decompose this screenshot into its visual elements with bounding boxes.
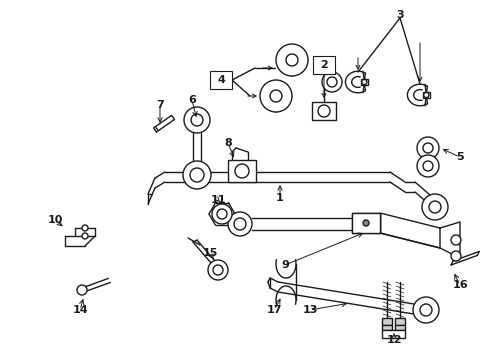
Circle shape — [260, 80, 291, 112]
Circle shape — [275, 44, 307, 76]
Circle shape — [235, 164, 248, 178]
Circle shape — [183, 107, 209, 133]
Circle shape — [191, 114, 203, 126]
Bar — [381, 318, 391, 325]
Circle shape — [317, 105, 329, 117]
Circle shape — [285, 54, 297, 66]
Circle shape — [321, 72, 341, 92]
Text: 14: 14 — [72, 305, 88, 315]
Circle shape — [362, 220, 368, 226]
Text: 5: 5 — [455, 152, 463, 162]
Bar — [209, 71, 231, 89]
Text: 8: 8 — [224, 138, 231, 148]
Circle shape — [77, 285, 87, 295]
Text: 12: 12 — [386, 335, 401, 345]
Circle shape — [82, 233, 88, 239]
Bar — [381, 330, 404, 338]
Text: 6: 6 — [188, 95, 196, 105]
Circle shape — [326, 77, 336, 87]
Text: 15: 15 — [202, 248, 217, 258]
Circle shape — [412, 297, 438, 323]
Bar — [311, 102, 335, 120]
Circle shape — [207, 260, 227, 280]
Circle shape — [82, 225, 88, 231]
Text: 1: 1 — [276, 193, 284, 203]
Bar — [351, 213, 379, 233]
Bar — [394, 325, 404, 330]
Text: 10: 10 — [47, 215, 62, 225]
Bar — [381, 325, 391, 330]
Circle shape — [190, 168, 203, 182]
Circle shape — [227, 212, 251, 236]
Bar — [351, 213, 379, 233]
Circle shape — [423, 93, 428, 98]
Circle shape — [183, 161, 210, 189]
Text: 16: 16 — [451, 280, 467, 290]
Text: 17: 17 — [265, 305, 281, 315]
Text: 9: 9 — [281, 260, 288, 270]
Circle shape — [416, 137, 438, 159]
Text: 7: 7 — [156, 100, 163, 110]
Text: 4: 4 — [217, 75, 224, 85]
Circle shape — [450, 235, 460, 245]
Circle shape — [422, 161, 432, 171]
Bar — [227, 160, 256, 182]
Text: 13: 13 — [302, 305, 317, 315]
Circle shape — [217, 209, 226, 219]
Circle shape — [421, 194, 447, 220]
Text: 11: 11 — [210, 195, 225, 205]
Text: 3: 3 — [395, 10, 403, 20]
Circle shape — [422, 143, 432, 153]
Circle shape — [213, 265, 223, 275]
Circle shape — [212, 204, 231, 224]
Circle shape — [269, 90, 282, 102]
Bar — [422, 92, 429, 98]
Circle shape — [450, 251, 460, 261]
Text: 2: 2 — [320, 60, 327, 70]
Circle shape — [234, 218, 245, 230]
Circle shape — [428, 201, 440, 213]
Circle shape — [361, 80, 366, 85]
Circle shape — [419, 304, 431, 316]
Bar — [360, 79, 367, 85]
Circle shape — [416, 155, 438, 177]
Bar — [394, 318, 404, 325]
Bar — [312, 56, 334, 74]
